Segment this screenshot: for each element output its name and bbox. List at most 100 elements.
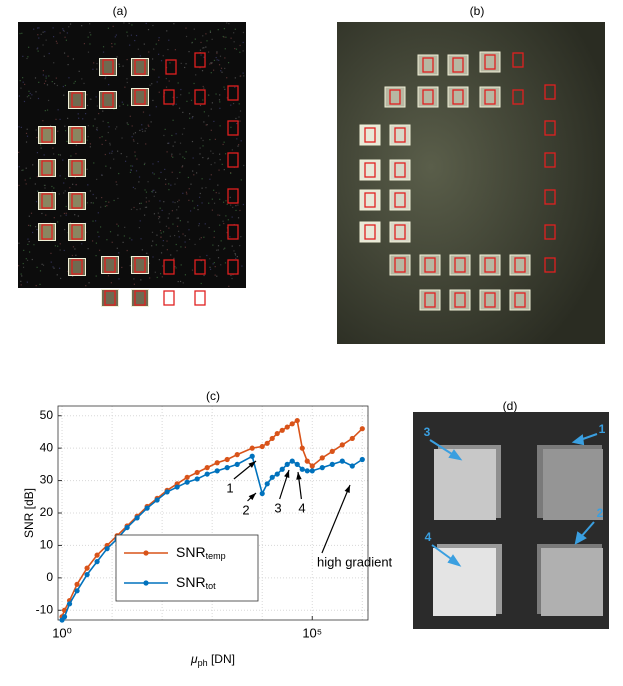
noise-dot [79, 71, 80, 72]
noise-dot [118, 225, 119, 226]
noise-dot [48, 75, 49, 76]
noise-dot [171, 155, 172, 156]
noise-dot [44, 56, 45, 57]
noise-dot [57, 221, 58, 222]
noise-dot [241, 265, 242, 266]
noise-dot [35, 91, 36, 92]
noise-dot [212, 245, 213, 246]
noise-dot [125, 161, 126, 162]
noise-dot [199, 153, 200, 154]
noise-dot [138, 49, 139, 50]
noise-dot [24, 101, 25, 102]
noise-dot [240, 75, 241, 76]
noise-dot [37, 191, 38, 192]
noise-dot [169, 213, 170, 214]
noise-dot [105, 154, 106, 155]
noise-dot [60, 249, 61, 250]
noise-dot [191, 42, 192, 43]
noise-dot [219, 154, 220, 155]
noise-dot [204, 111, 205, 112]
noise-dot [101, 197, 102, 198]
noise-dot [96, 127, 97, 128]
noise-dot [225, 48, 226, 49]
noise-dot [37, 176, 38, 177]
noise-dot [56, 41, 57, 42]
point [340, 459, 345, 464]
noise-dot [159, 259, 160, 260]
noise-dot [226, 22, 227, 23]
noise-dot [208, 203, 209, 204]
noise-dot [78, 118, 79, 119]
noise-dot [64, 37, 65, 38]
noise-dot [147, 181, 148, 182]
noise-dot [27, 136, 28, 137]
noise-dot [237, 205, 238, 206]
noise-dot [172, 105, 173, 106]
noise-dot [68, 64, 69, 65]
noise-dot [209, 139, 210, 140]
patch [69, 259, 86, 276]
noise-dot [163, 55, 164, 56]
noise-dot [64, 126, 65, 127]
noise-dot [30, 93, 31, 94]
noise-dot [156, 235, 157, 236]
noise-dot [57, 85, 58, 86]
noise-dot [176, 104, 177, 105]
noise-dot [158, 218, 159, 219]
noise-dot [100, 207, 101, 208]
noise-dot [193, 83, 194, 84]
noise-dot [99, 250, 100, 251]
noise-dot [173, 120, 174, 121]
noise-dot [130, 116, 131, 117]
noise-dot [21, 275, 22, 276]
noise-dot [72, 255, 73, 256]
noise-dot [58, 154, 59, 155]
noise-dot [28, 225, 29, 226]
noise-dot [94, 118, 95, 119]
noise-dot [64, 213, 65, 214]
noise-dot [136, 209, 137, 210]
noise-dot [23, 250, 24, 251]
noise-dot [152, 163, 153, 164]
noise-dot [177, 178, 178, 179]
noise-dot [133, 133, 134, 134]
noise-dot [184, 158, 185, 159]
noise-dot [45, 76, 46, 77]
point [270, 475, 275, 480]
noise-dot [220, 70, 221, 71]
annotation: 3 [274, 500, 281, 515]
noise-dot [107, 122, 108, 123]
noise-dot [169, 62, 170, 63]
noise-dot [87, 202, 88, 203]
noise-dot [158, 37, 159, 38]
noise-dot [45, 110, 46, 111]
noise-dot [155, 272, 156, 273]
noise-dot [131, 35, 132, 36]
noise-dot [53, 187, 54, 188]
noise-dot [149, 115, 150, 116]
noise-dot [88, 52, 89, 53]
noise-dot [27, 56, 28, 57]
noise-dot [205, 223, 206, 224]
noise-dot [149, 85, 150, 86]
noise-dot [209, 179, 210, 180]
noise-dot [182, 112, 183, 113]
patch [132, 89, 149, 106]
noise-dot [87, 105, 88, 106]
point [330, 449, 335, 454]
noise-dot [212, 210, 213, 211]
noise-dot [239, 245, 240, 246]
noise-dot [52, 148, 53, 149]
noise-dot [109, 143, 110, 144]
noise-dot [209, 63, 210, 64]
noise-dot [176, 244, 177, 245]
noise-dot [42, 120, 43, 121]
noise-dot [68, 26, 69, 27]
noise-dot [156, 106, 157, 107]
noise-dot [218, 170, 219, 171]
noise-dot [108, 202, 109, 203]
noise-dot [163, 231, 164, 232]
noise-dot [106, 239, 107, 240]
noise-dot [116, 56, 117, 57]
noise-dot [26, 258, 27, 259]
